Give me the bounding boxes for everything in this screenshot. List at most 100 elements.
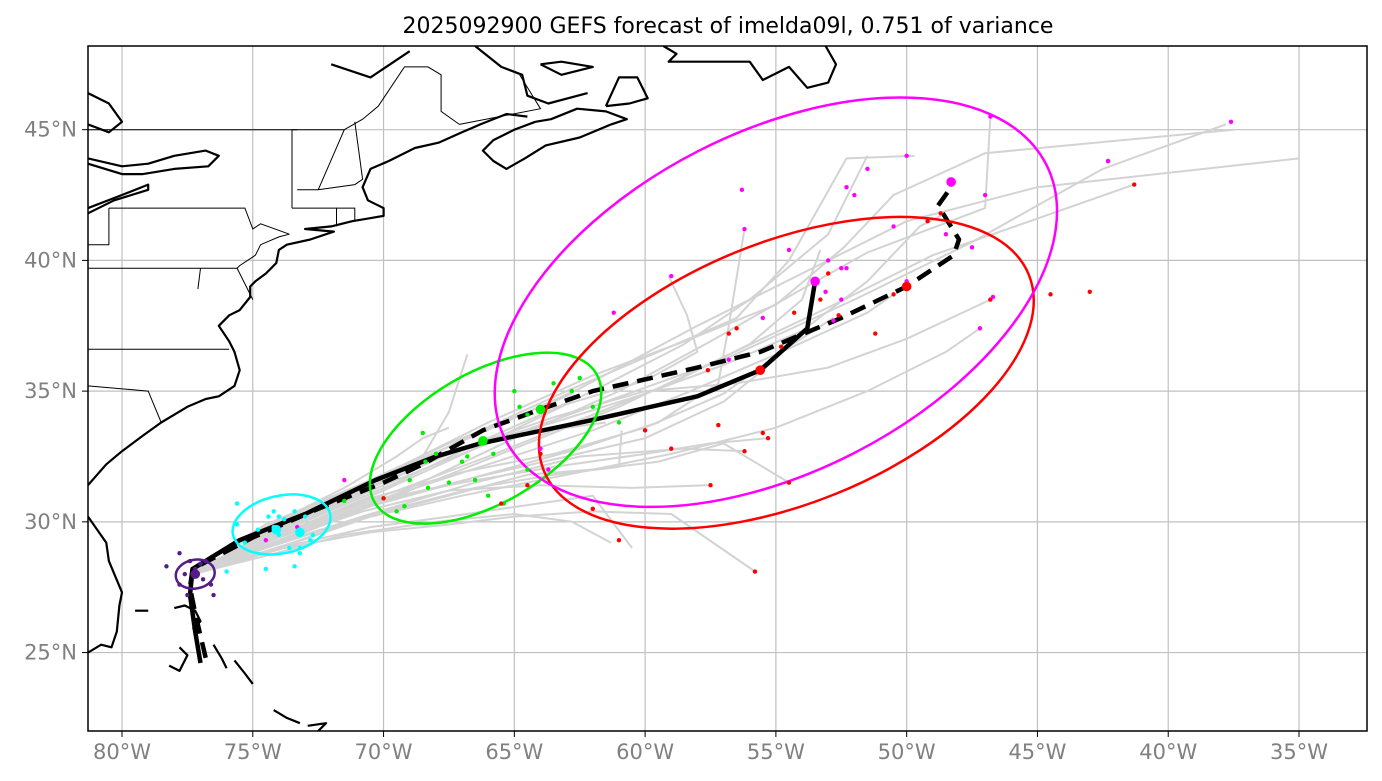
mean-position <box>810 276 820 287</box>
member-position <box>499 501 504 506</box>
member-track <box>192 430 623 576</box>
member-position <box>465 454 470 459</box>
member-position <box>224 569 229 574</box>
member-position <box>187 558 193 564</box>
member-position <box>472 477 478 483</box>
state-border <box>317 129 345 190</box>
member-position <box>982 192 988 198</box>
latitude-tick-labels: 45°N 40°N 35°N 30°N 25°N <box>24 118 88 665</box>
member-position <box>988 114 993 119</box>
member-position <box>825 258 831 263</box>
member-position <box>203 558 208 564</box>
longitude-tick-labels: 80°W 75°W 70°W 65°W 60°W 55°W 50°W 45°W 40°W 35°W <box>93 731 1328 764</box>
member-position <box>394 509 399 514</box>
member-position <box>642 428 648 433</box>
member-position <box>1228 119 1234 125</box>
y-tick-label: 35°N <box>24 379 77 403</box>
mean-position <box>478 435 488 446</box>
member-position <box>873 331 878 336</box>
mean-position <box>535 404 546 415</box>
member-position <box>266 514 271 519</box>
coastline <box>168 646 189 673</box>
member-position <box>297 545 303 551</box>
member-position <box>420 430 425 436</box>
member-position <box>208 582 214 587</box>
member-position <box>525 483 530 488</box>
member-position <box>255 527 261 532</box>
coastline <box>88 149 220 176</box>
member-position <box>433 451 439 457</box>
member-position <box>969 245 975 250</box>
member-position <box>590 506 595 511</box>
member-position <box>943 232 949 237</box>
x-tick-label: 55°W <box>747 740 805 764</box>
member-position <box>778 344 784 349</box>
coastline <box>212 644 228 669</box>
member-position <box>198 561 203 566</box>
member-position <box>823 289 828 294</box>
x-tick-label: 70°W <box>355 740 413 764</box>
x-tick-label: 45°W <box>1008 740 1066 764</box>
control-track <box>187 185 962 659</box>
mean-position <box>755 365 765 375</box>
x-tick-label: 65°W <box>485 740 543 764</box>
member-position <box>200 577 206 582</box>
mean-position <box>946 177 956 187</box>
coastline <box>273 709 301 725</box>
member-position <box>577 375 582 381</box>
member-position <box>234 522 240 527</box>
member-position <box>211 592 216 598</box>
member-position <box>891 292 896 297</box>
member-position <box>263 537 269 543</box>
member-position <box>292 564 297 569</box>
member-position <box>569 388 575 394</box>
member-position <box>791 310 797 315</box>
ellipse-red <box>537 215 1036 530</box>
state-border <box>88 208 110 246</box>
member-position <box>177 582 182 587</box>
coastline <box>233 659 254 685</box>
member-position <box>831 318 836 323</box>
member-position <box>839 297 844 302</box>
member-position <box>742 449 747 454</box>
member-position <box>525 467 530 472</box>
y-tick-label: 25°N <box>24 641 77 665</box>
x-tick-label: 80°W <box>93 740 151 764</box>
ellipse-purple <box>174 558 216 590</box>
mean-track <box>187 280 818 664</box>
member-position <box>263 566 269 572</box>
member-position <box>546 467 551 472</box>
member-position <box>825 271 831 276</box>
member-position <box>726 331 732 336</box>
member-position <box>491 451 496 457</box>
coastline <box>540 60 594 76</box>
coastline <box>474 46 588 105</box>
state-border <box>318 121 364 191</box>
member-position <box>425 485 431 491</box>
member-position <box>292 509 297 514</box>
member-position <box>342 477 347 483</box>
member-position <box>459 459 465 464</box>
x-tick-label: 60°W <box>616 740 674 764</box>
coastline <box>330 50 411 79</box>
member-position <box>590 404 595 410</box>
member-position <box>977 326 983 331</box>
coastline <box>481 107 628 170</box>
political-borders <box>88 66 542 423</box>
member-track <box>192 510 756 576</box>
member-position <box>904 153 909 159</box>
mean-position <box>295 527 305 538</box>
member-track <box>192 513 612 576</box>
member-position <box>538 446 543 451</box>
member-position <box>185 592 190 598</box>
member-position <box>669 273 674 279</box>
member-position <box>836 313 841 318</box>
member-position <box>742 226 747 232</box>
member-position <box>865 166 870 172</box>
mean-position <box>190 569 201 579</box>
member-position <box>839 266 844 271</box>
coastline <box>88 515 124 654</box>
member-position <box>1087 289 1092 294</box>
state-border <box>197 268 201 290</box>
member-position <box>287 545 292 551</box>
